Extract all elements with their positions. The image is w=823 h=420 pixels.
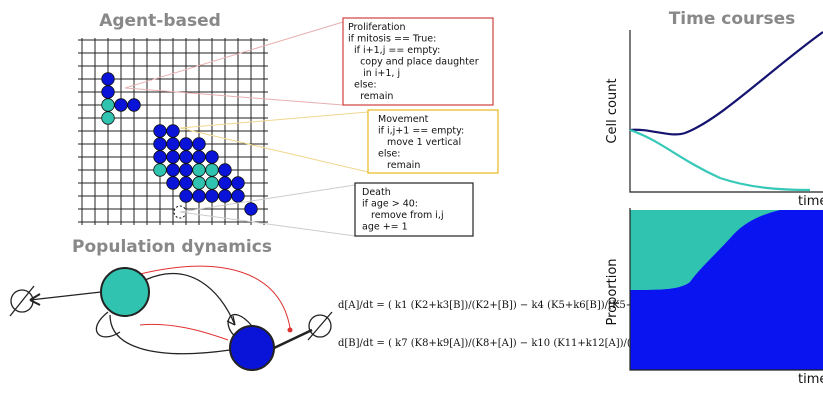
code-line: remain: [348, 91, 393, 102]
section-title: Time courses: [669, 9, 796, 29]
x-label: time: [798, 194, 823, 209]
cell: [154, 164, 167, 177]
code-line: in i+1, j: [348, 68, 400, 79]
cell: [206, 190, 219, 203]
code-line: age += 1: [362, 222, 408, 233]
code-line: remove from i,j: [362, 210, 444, 221]
code-line: if i,j+1 == empty:: [378, 126, 464, 137]
cell: [154, 138, 167, 151]
code-line: Movement: [378, 114, 429, 125]
cell: [128, 99, 141, 112]
cell: [102, 73, 115, 86]
cell: [102, 99, 115, 112]
inhibition-arrows: [140, 266, 292, 340]
network-arrows: [10, 274, 332, 354]
cell: [245, 203, 258, 216]
code-line: Proliferation: [348, 22, 405, 33]
cell: [180, 190, 193, 203]
section-title: Agent-based: [99, 11, 221, 31]
cell: [206, 177, 219, 190]
code-line: move 1 vertical: [378, 137, 461, 148]
code-line: if i+1,j == empty:: [348, 45, 440, 56]
cell: [102, 112, 115, 125]
cell: [180, 151, 193, 164]
cell: [180, 177, 193, 190]
figure: Agent-based Proliferationif mitosis == T…: [0, 0, 823, 416]
cell: [193, 190, 206, 203]
cell: [180, 164, 193, 177]
code-line: copy and place daughter: [348, 57, 479, 68]
cell: [180, 138, 193, 151]
cell: [167, 151, 180, 164]
code-line: remain: [378, 160, 420, 171]
cell-count-plot: Cell count time: [605, 30, 823, 209]
cell: [115, 99, 128, 112]
cell: [232, 177, 245, 190]
cell: [193, 177, 206, 190]
x-label: time: [798, 372, 823, 387]
code-line: else:: [378, 149, 400, 160]
cell: [154, 125, 167, 138]
cell: [193, 151, 206, 164]
cell: [219, 164, 232, 177]
proportion-plot: Proportion time: [605, 208, 823, 387]
cell: [154, 151, 167, 164]
cell: [102, 86, 115, 99]
equation: d[A]/dt = ( k1 (K2+k3[B])/(K2+[B]) − k4 …: [338, 300, 679, 311]
cell: [193, 164, 206, 177]
cell: [167, 164, 180, 177]
population-a: [101, 268, 149, 316]
population-b: [230, 326, 274, 370]
code-line: if age > 40:: [362, 199, 418, 210]
y-label: Proportion: [605, 258, 620, 325]
cell: [167, 177, 180, 190]
cell: [167, 138, 180, 151]
cell: [193, 138, 206, 151]
cell: [206, 164, 219, 177]
section-title: Population dynamics: [72, 237, 272, 257]
code-line: Death: [362, 187, 391, 198]
code-line: else:: [348, 80, 377, 91]
cell: [232, 190, 245, 203]
cell: [219, 177, 232, 190]
code-line: if mitosis == True:: [348, 34, 436, 45]
cell: [167, 125, 180, 138]
cell: [206, 151, 219, 164]
cell: [219, 190, 232, 203]
y-label: Cell count: [605, 78, 620, 143]
